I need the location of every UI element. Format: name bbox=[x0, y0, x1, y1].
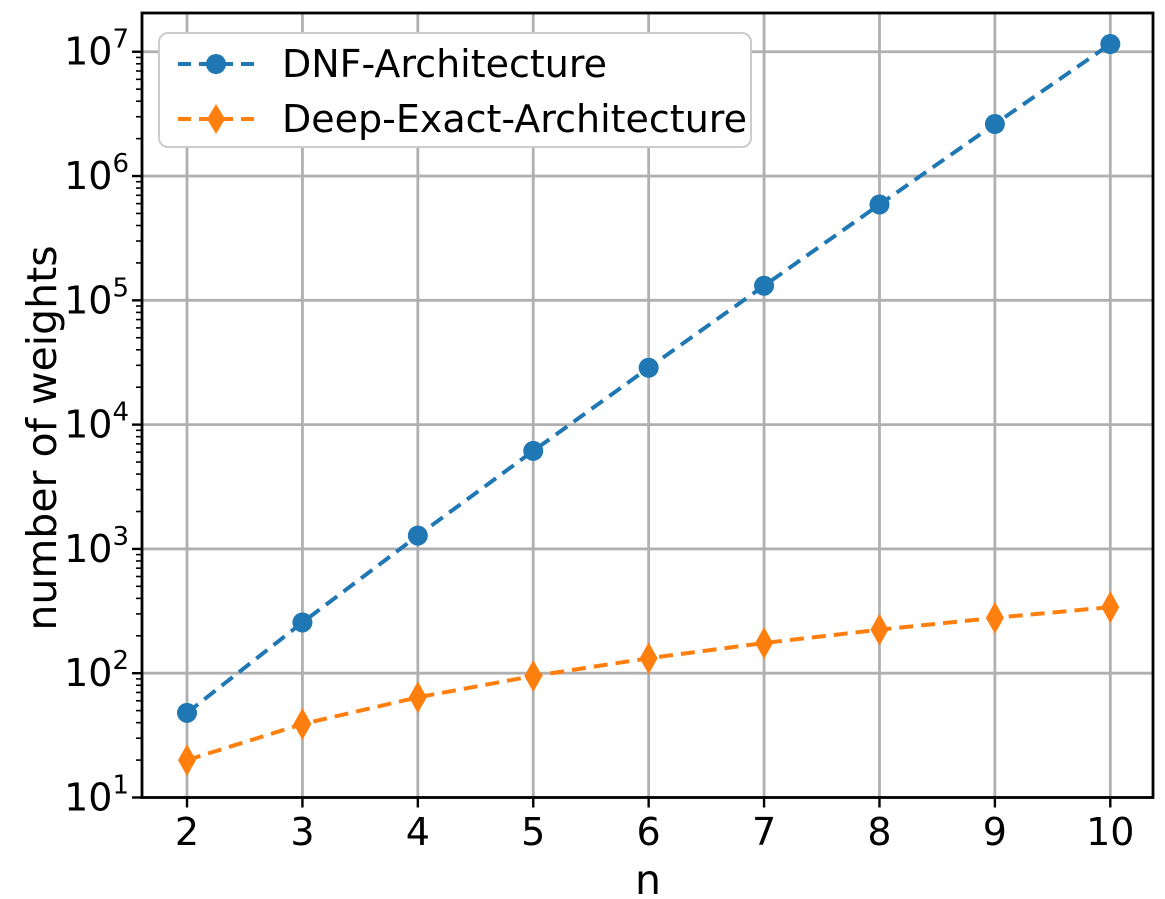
series-marker-circle bbox=[292, 612, 313, 633]
x-tick-label: 9 bbox=[983, 810, 1007, 854]
y-tick-label: 102 bbox=[64, 646, 129, 695]
y-tick-label: 106 bbox=[64, 149, 129, 198]
series-marker-diamond bbox=[524, 659, 543, 692]
x-tick-label: 7 bbox=[752, 810, 776, 854]
series-marker-circle bbox=[1100, 34, 1121, 55]
legend-item-deep-exact-architecture: Deep-Exact-Architecture bbox=[176, 92, 750, 147]
series-marker-diamond bbox=[408, 681, 427, 714]
legend-label-dnf: DNF-Architecture bbox=[282, 42, 608, 87]
x-tick-label: 2 bbox=[175, 810, 199, 854]
series-marker-circle bbox=[869, 194, 890, 215]
y-tick-label: 105 bbox=[64, 273, 129, 322]
legend-sample-marker bbox=[206, 54, 226, 75]
series-marker-diamond bbox=[293, 708, 312, 741]
series-marker-circle bbox=[407, 525, 428, 546]
x-tick-label: 8 bbox=[867, 810, 891, 854]
x-tick-label: 10 bbox=[1086, 810, 1134, 854]
legend-line-sample-deep-exact bbox=[178, 103, 254, 134]
legend-item-dnf-architecture: DNF-Architecture bbox=[176, 37, 750, 92]
series-marker-circle bbox=[984, 114, 1005, 135]
y-tick-label: 103 bbox=[64, 522, 129, 571]
y-tick-label: 107 bbox=[64, 25, 129, 74]
legend-line-sample-dnf bbox=[178, 54, 254, 75]
series-marker-circle bbox=[638, 357, 659, 378]
series-marker-diamond bbox=[639, 642, 658, 675]
x-axis-label: n bbox=[635, 856, 661, 899]
x-tick-label: 5 bbox=[521, 810, 545, 854]
series-marker-diamond bbox=[178, 744, 197, 777]
legend-sample-marker bbox=[207, 103, 225, 134]
y-tick-label: 104 bbox=[64, 398, 129, 447]
series-marker-diamond bbox=[755, 627, 774, 660]
y-axis-label: number of weights bbox=[18, 245, 66, 631]
series-marker-diamond bbox=[870, 613, 889, 646]
series-marker-diamond bbox=[1101, 591, 1120, 624]
x-tick-label: 3 bbox=[290, 810, 314, 854]
y-tick-label: 101 bbox=[64, 771, 129, 820]
x-tick-label: 6 bbox=[637, 810, 661, 854]
series-marker-diamond bbox=[985, 601, 1004, 634]
series-marker-circle bbox=[754, 275, 775, 296]
x-tick-label: 4 bbox=[406, 810, 430, 854]
series-marker-circle bbox=[177, 702, 198, 723]
series-marker-circle bbox=[523, 440, 544, 461]
legend-label-deep-exact: Deep-Exact-Architecture bbox=[282, 96, 747, 141]
legend: DNF-Architecture Deep-Exact-Architecture bbox=[158, 32, 752, 148]
plot-border bbox=[140, 11, 1155, 799]
